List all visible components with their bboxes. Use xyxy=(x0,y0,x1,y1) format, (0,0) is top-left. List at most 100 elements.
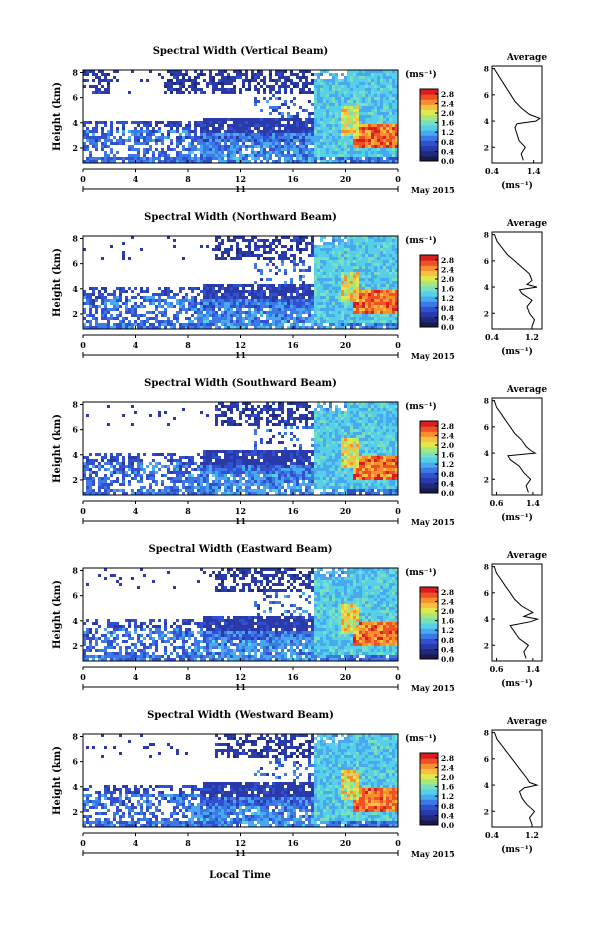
heatmap-cell xyxy=(323,287,326,290)
heatmap-cell xyxy=(245,299,248,302)
heatmap-cell xyxy=(263,477,266,480)
heatmap-cell xyxy=(221,317,224,320)
heatmap-cell xyxy=(281,474,284,477)
heatmap-cell xyxy=(269,157,272,160)
heatmap-cell xyxy=(95,73,98,76)
heatmap-cell xyxy=(143,468,146,471)
heatmap-cell xyxy=(356,296,359,299)
heatmap-cell xyxy=(182,323,185,326)
heatmap-cell xyxy=(326,121,329,124)
heatmap-cell xyxy=(227,408,230,411)
heatmap-cell xyxy=(107,459,110,462)
heatmap-cell xyxy=(197,480,200,483)
heatmap-cell xyxy=(245,408,248,411)
heatmap-cell xyxy=(167,154,170,157)
heatmap-cell xyxy=(377,148,380,151)
colorbar-tick-label: 2.8 xyxy=(441,256,454,265)
heatmap-cell xyxy=(251,148,254,151)
heatmap-cell xyxy=(185,326,188,329)
heatmap-cell xyxy=(203,468,206,471)
heatmap-cell xyxy=(320,112,323,115)
heatmap-cell xyxy=(266,420,269,423)
heatmap-cell xyxy=(122,139,125,142)
heatmap-cell xyxy=(101,157,104,160)
heatmap-cell xyxy=(83,73,86,76)
heatmap-cell xyxy=(377,296,380,299)
heatmap-cell xyxy=(326,248,329,251)
heatmap-cell xyxy=(248,251,251,254)
heatmap-cell xyxy=(194,82,197,85)
heatmap-cell xyxy=(377,314,380,317)
heatmap-cell xyxy=(188,85,191,88)
heatmap-cell xyxy=(353,145,356,148)
heatmap-cell xyxy=(263,311,266,314)
heatmap-cell xyxy=(359,142,362,145)
heatmap-cell xyxy=(335,263,338,266)
heatmap-cell xyxy=(266,402,269,405)
heatmap-cell xyxy=(179,139,182,142)
heatmap-cell xyxy=(269,245,272,248)
heatmap-cell xyxy=(281,151,284,154)
heatmap-cell xyxy=(140,468,143,471)
heatmap-cell xyxy=(269,88,272,91)
heatmap-cell xyxy=(143,121,146,124)
heatmap-cell xyxy=(164,160,167,163)
heatmap-cell xyxy=(311,308,314,311)
heatmap-cell xyxy=(296,263,299,266)
heatmap-cell xyxy=(263,293,266,296)
heatmap-cell xyxy=(251,462,254,465)
heatmap-cell xyxy=(92,299,95,302)
heatmap-cell xyxy=(392,109,395,112)
heatmap-cell xyxy=(248,145,251,148)
heatmap-cell xyxy=(332,76,335,79)
heatmap-cell xyxy=(326,290,329,293)
heatmap-cell xyxy=(344,130,347,133)
heatmap-cell xyxy=(383,70,386,73)
heatmap-cell xyxy=(83,70,86,73)
heatmap-cell xyxy=(317,299,320,302)
heatmap-cell xyxy=(281,492,284,495)
heatmap-cell xyxy=(383,293,386,296)
heatmap-cell xyxy=(194,139,197,142)
heatmap-cell xyxy=(212,287,215,290)
heatmap-cell xyxy=(356,142,359,145)
heatmap-cell xyxy=(188,483,191,486)
heatmap-cell xyxy=(236,284,239,287)
heatmap-cell xyxy=(368,284,371,287)
heatmap-cell xyxy=(104,299,107,302)
heatmap-cell xyxy=(362,130,365,133)
heatmap-cell xyxy=(365,257,368,260)
heatmap-cell xyxy=(254,79,257,82)
heatmap-cell xyxy=(383,278,386,281)
heatmap-cell xyxy=(182,296,185,299)
heatmap-cell xyxy=(224,462,227,465)
heatmap-cell xyxy=(326,305,329,308)
heatmap-cell xyxy=(302,317,305,320)
panel-3: Spectral Width (Southward Beam)2468Heigh… xyxy=(52,378,547,527)
heatmap-cell xyxy=(260,480,263,483)
heatmap-cell xyxy=(137,151,140,154)
heatmap-cell xyxy=(392,136,395,139)
heatmap-cell xyxy=(272,142,275,145)
heatmap-cell xyxy=(137,474,140,477)
heatmap-cell xyxy=(269,489,272,492)
heatmap-cell xyxy=(368,112,371,115)
heatmap-cell xyxy=(347,109,350,112)
heatmap-cell xyxy=(206,145,209,148)
heatmap-cell xyxy=(179,480,182,483)
average-frame xyxy=(491,65,543,164)
heatmap-cell xyxy=(389,115,392,118)
heatmap-cell xyxy=(242,411,245,414)
heatmap-cell xyxy=(197,142,200,145)
heatmap-cell xyxy=(284,281,287,284)
heatmap-cell xyxy=(230,492,233,495)
heatmap-cell xyxy=(143,326,146,329)
heatmap-cell xyxy=(206,414,209,417)
heatmap-cell xyxy=(329,314,332,317)
heatmap-cell xyxy=(221,492,224,495)
heatmap-cell xyxy=(356,124,359,127)
heatmap-cell xyxy=(329,302,332,305)
heatmap-cell xyxy=(278,477,281,480)
heatmap-cell xyxy=(146,311,149,314)
